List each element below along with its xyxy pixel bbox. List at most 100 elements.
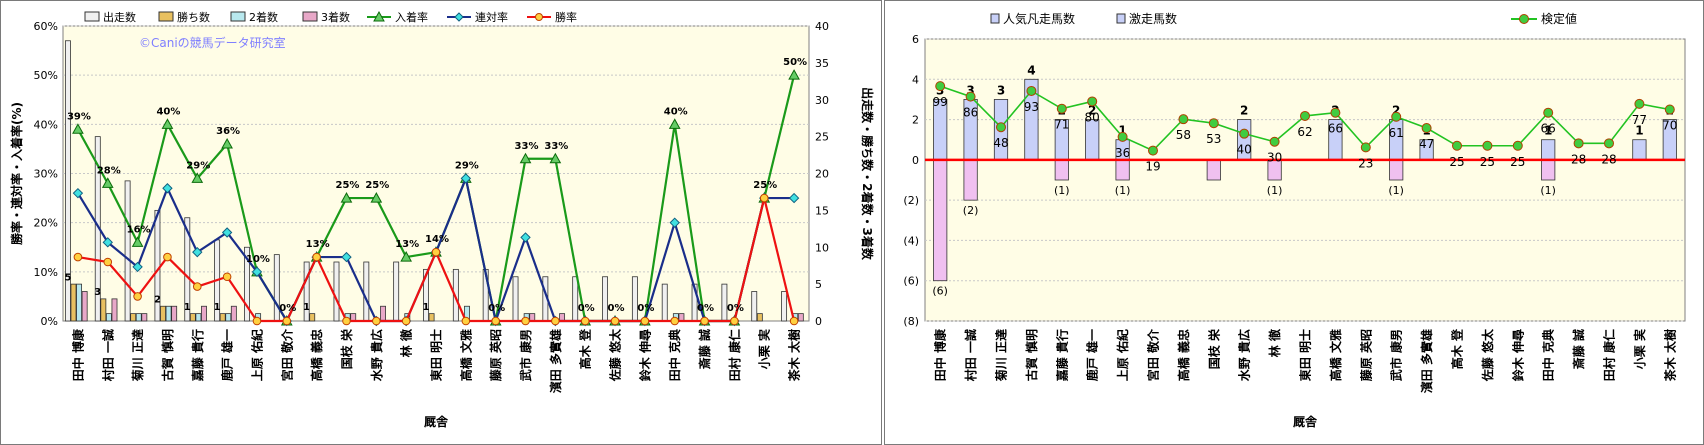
win-rate-point — [730, 316, 739, 326]
score-point — [1634, 98, 1645, 109]
category-label: 高木 登 — [578, 328, 593, 369]
category-label: 上原 佑紀 — [249, 329, 264, 381]
wins-data-label: 1 — [214, 302, 221, 313]
score-data-label: 36 — [1115, 146, 1130, 160]
starts-bar — [602, 276, 608, 322]
place-rate-point — [72, 123, 84, 134]
score-data-label: 28 — [1601, 152, 1616, 166]
left-chart: 0%10%20%30%40%50%60%0510152025303540©Can… — [9, 10, 875, 429]
quinella-rate-point — [132, 261, 143, 273]
place-rate-data-label: 0% — [727, 303, 744, 314]
place-rate-point — [191, 172, 204, 183]
category-label: 村田 一誠 — [963, 329, 978, 381]
place-rate-data-label: 0% — [697, 303, 714, 314]
category-label: 高橋 文雅 — [1328, 329, 1343, 381]
y-axis-title: 勝率・連対率・入着率(%) — [9, 102, 24, 245]
negative-data-label: (6) — [932, 285, 948, 298]
legend-marker — [373, 10, 385, 22]
win-rate-point — [461, 316, 471, 326]
negative-bar — [1541, 159, 1556, 181]
third-bar — [678, 313, 685, 322]
category-label: 嘉藤 貴行 — [190, 329, 205, 382]
place-rate-point — [370, 192, 383, 203]
win-rate-point — [103, 257, 113, 267]
y-tick-label: (4) — [903, 234, 919, 247]
legend-swatch — [84, 11, 100, 22]
y-tick-label: 60% — [34, 20, 58, 33]
starts-bar — [512, 276, 519, 322]
wins-bar — [189, 313, 196, 322]
negative-bar — [963, 159, 978, 201]
negative-data-label: (1) — [1388, 184, 1404, 197]
place-rate-point — [221, 137, 233, 149]
win-rate-point — [252, 316, 262, 326]
legend-label: 勝率 — [555, 10, 577, 24]
y2-axis-title: 出走数・勝ち数・2着数・3着数 — [860, 87, 875, 261]
legend-marker — [1519, 14, 1529, 24]
starts-bar — [244, 246, 250, 322]
legend-label: 入着率 — [395, 10, 428, 24]
place-rate-data-label: 0% — [279, 303, 296, 314]
place-rate-data-label: 16% — [127, 224, 151, 235]
win-rate-point — [372, 316, 381, 326]
quinella-rate-point — [221, 227, 233, 238]
wins-bar — [100, 298, 107, 322]
y-tick-label: 4 — [912, 73, 919, 86]
category-label: 小栗 実 — [757, 329, 772, 369]
category-label: 佐藤 悠太 — [1480, 328, 1495, 382]
third-bar — [529, 313, 536, 322]
third-bar — [171, 305, 178, 322]
category-label: 小栗 実 — [1632, 329, 1647, 369]
place-rate-data-label: 0% — [608, 303, 625, 314]
y-tick-label: (8) — [903, 315, 919, 328]
wins-data-label: 3 — [94, 287, 101, 298]
category-label: 東田 明士 — [1298, 329, 1313, 381]
third-bar — [559, 313, 566, 322]
place-rate-point — [519, 152, 532, 164]
third-bar — [230, 305, 237, 322]
score-point — [1087, 96, 1098, 107]
place-rate-data-label: 29% — [455, 160, 479, 171]
category-label: 茶木 太樹 — [1662, 329, 1677, 382]
y-tick-label: 10% — [34, 266, 58, 279]
place-rate-data-label: 33% — [544, 141, 568, 152]
category-label: 古賀 慎明 — [160, 329, 175, 381]
score-data-label: 93 — [1024, 100, 1039, 114]
third-bar — [111, 298, 118, 322]
place-rate-data-label: 36% — [216, 126, 240, 137]
positive-data-label: 2 — [1240, 104, 1248, 118]
category-label: 田中 克典 — [1541, 329, 1556, 381]
legend-label: 人気凡走馬数 — [1003, 11, 1075, 26]
category-label: 田中 博康 — [933, 328, 948, 381]
score-point — [1056, 103, 1067, 114]
positive-bar — [1632, 139, 1647, 161]
place-rate-data-label: 29% — [186, 160, 210, 171]
positive-bar — [1085, 119, 1100, 161]
win-rate-point — [551, 316, 560, 326]
positive-data-label: 3 — [966, 83, 974, 97]
category-label: 菊川 正達 — [994, 329, 1009, 382]
win-rate-point — [282, 316, 292, 326]
wins-data-label: 5 — [64, 272, 71, 283]
legend-label: 3着数 — [321, 10, 350, 24]
third-bar — [201, 305, 207, 322]
starts-bar — [124, 180, 131, 322]
negative-data-label: (1) — [1054, 184, 1070, 197]
y2-tick-label: 20 — [815, 168, 829, 181]
category-label: 田村 康仁 — [1602, 329, 1617, 381]
win-rate-point — [640, 316, 650, 326]
y-tick-label: 50% — [34, 69, 58, 82]
score-data-label: 48 — [993, 136, 1008, 150]
starts-bar — [631, 276, 638, 322]
win-rate-point — [431, 247, 441, 257]
legend-swatch — [158, 11, 174, 22]
category-label: 水野 貴広 — [1237, 329, 1252, 381]
score-data-label: 99 — [933, 95, 948, 109]
category-label: 高木 登 — [1450, 328, 1465, 369]
score-data-label: 86 — [963, 106, 978, 120]
place-rate-data-label: 13% — [306, 239, 330, 250]
wins-data-label: 1 — [303, 302, 310, 313]
x-axis-title: 厩舎 — [424, 414, 449, 429]
quinella-rate-point — [102, 237, 113, 248]
